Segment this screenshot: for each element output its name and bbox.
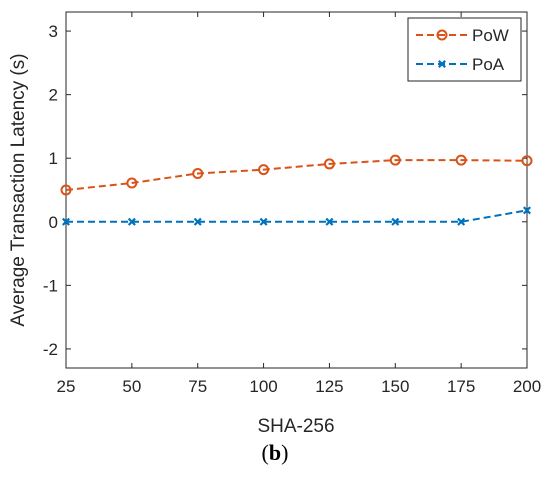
y-tick-label: -2 <box>43 340 58 359</box>
y-axis-title: Average Transaction Latency (s) <box>8 53 29 326</box>
data-point-pow <box>192 167 204 179</box>
x-axis-title: SHA-256 <box>257 416 334 437</box>
data-point-pow <box>323 158 335 170</box>
legend-label-pow: PoW <box>472 26 509 45</box>
y-tick-label: -1 <box>43 276 58 295</box>
data-point-pow <box>126 177 138 189</box>
data-point-pow <box>60 184 72 196</box>
data-point-pow <box>258 164 270 176</box>
data-point-poa <box>62 217 70 226</box>
data-point-poa <box>523 206 531 215</box>
legend-item-poa: PoA <box>416 55 505 74</box>
legend-item-pow: PoW <box>416 26 509 45</box>
legend-marker-poa <box>438 60 446 68</box>
x-tick-label: 50 <box>122 377 141 396</box>
data-point-poa <box>457 217 466 226</box>
data-point-poa <box>325 217 334 226</box>
x-tick-label: 75 <box>188 377 207 396</box>
x-tick-label: 25 <box>57 377 76 396</box>
data-point-poa <box>127 217 136 226</box>
x-tick-label: 175 <box>447 377 475 396</box>
data-point-pow <box>521 155 533 167</box>
data-point-poa <box>391 217 400 226</box>
x-tick-label: 100 <box>249 377 277 396</box>
line-chart: 25 50 75 100 125 150 175 200 -2 -1 0 1 2 3 PoW PoA SHA… <box>8 11 541 437</box>
data-point-poa <box>193 217 202 226</box>
y-tick-label: 3 <box>49 22 58 41</box>
series-poa <box>62 206 531 226</box>
x-tick-label: 200 <box>513 377 541 396</box>
x-tick-label: 150 <box>381 377 409 396</box>
panel-label: (b) <box>261 440 289 465</box>
y-tick-label: 0 <box>49 213 58 232</box>
legend-marker-pow <box>436 29 448 41</box>
x-tick-label: 125 <box>315 377 343 396</box>
y-tick-label: 2 <box>49 86 58 105</box>
series-line-pow <box>65 159 528 191</box>
y-tick-label: 1 <box>49 149 58 168</box>
legend-box <box>407 17 522 82</box>
data-point-pow <box>455 154 467 166</box>
legend-label-poa: PoA <box>472 55 505 74</box>
series-pow <box>60 154 533 196</box>
panel-letter: b <box>268 440 282 465</box>
data-point-poa <box>259 217 268 226</box>
data-point-pow <box>389 154 401 166</box>
